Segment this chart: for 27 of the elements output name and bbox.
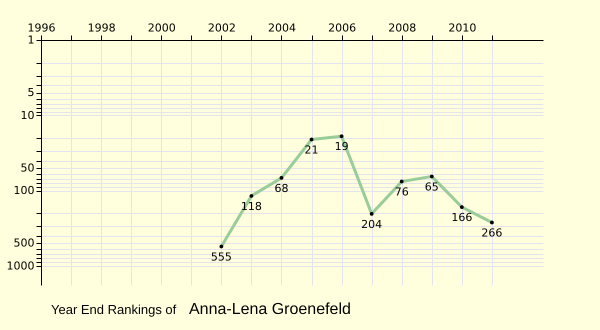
- data-label: 118: [240, 200, 262, 213]
- y-tick-label: 100: [14, 184, 34, 198]
- x-tick-label: 2000: [148, 22, 176, 34]
- y-tick-label: 50: [20, 161, 34, 174]
- data-label: 266: [481, 226, 502, 240]
- x-tick-label: 2006: [328, 22, 356, 34]
- x-tick-label: 2002: [208, 22, 236, 34]
- text: Anna-Lena Groenefeld: [189, 301, 351, 318]
- data-label: 204: [361, 218, 382, 231]
- y-tick-label: 10: [20, 108, 34, 122]
- y-tick-label: 500: [14, 236, 34, 250]
- x-tick-label: 1996: [28, 22, 56, 34]
- data-label: 21: [304, 144, 319, 157]
- y-tick-label: 1000: [6, 259, 34, 272]
- x-tick-label: 2010: [448, 22, 476, 34]
- data-label: 76: [394, 186, 409, 199]
- text: Year End Rankings of: [51, 302, 177, 317]
- y-tick-label: 5: [28, 86, 34, 100]
- data-label: 65: [424, 180, 439, 194]
- data-label: 68: [274, 182, 288, 195]
- y-tick-label: 1: [28, 34, 34, 46]
- x-tick-label: 2008: [388, 22, 416, 34]
- data-label: 166: [451, 211, 472, 224]
- data-label: 19: [334, 140, 349, 154]
- data-label: 555: [210, 250, 232, 264]
- x-tick-label: 2004: [268, 22, 296, 34]
- x-tick-label: 1998: [88, 22, 116, 34]
